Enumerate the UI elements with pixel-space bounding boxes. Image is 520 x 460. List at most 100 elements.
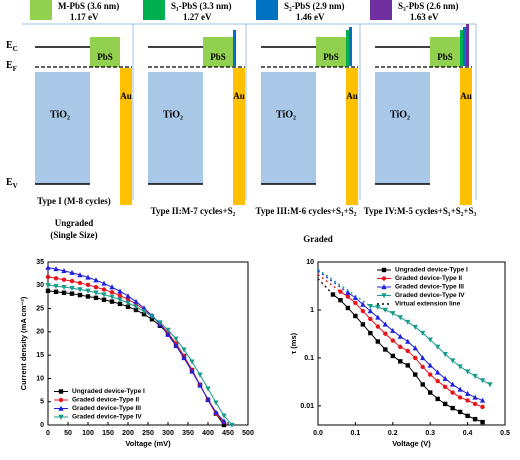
- marker: [353, 300, 358, 306]
- level-subscript: C: [13, 45, 18, 53]
- legend-label: Graded device-Type IV: [395, 292, 465, 299]
- legend-name: S₁-PbS (3.3 nm): [171, 1, 231, 11]
- x-tick-label: 0.4: [463, 430, 473, 437]
- marker: [205, 386, 211, 392]
- extension-line: [318, 270, 349, 294]
- marker: [61, 290, 67, 295]
- x-tick-label: 0.2: [388, 430, 398, 437]
- marker: [93, 290, 99, 296]
- marker: [375, 324, 381, 329]
- marker: [69, 285, 75, 291]
- marker: [53, 276, 59, 281]
- marker: [442, 351, 448, 358]
- marker: [367, 308, 373, 314]
- marker: [397, 315, 403, 321]
- marker: [109, 294, 115, 300]
- marker: [353, 313, 358, 319]
- marker: [382, 307, 388, 313]
- marker: [101, 292, 107, 298]
- shell-layer: [466, 24, 469, 66]
- x-tick-label: 250: [142, 430, 154, 437]
- marker: [428, 390, 433, 395]
- marker: [457, 364, 463, 370]
- marker: [229, 422, 235, 428]
- marker: [205, 396, 211, 402]
- marker: [197, 372, 203, 378]
- legend-marker: [58, 389, 64, 394]
- pbs-band: [316, 37, 346, 67]
- y-tick-label: 0.01: [300, 403, 314, 410]
- y-tick-label: 10: [36, 375, 44, 382]
- legend-marker: [58, 397, 64, 403]
- marker: [442, 401, 448, 407]
- marker: [61, 284, 67, 291]
- y-axis-label: τ (ms): [289, 332, 298, 354]
- x-tick-label: 450: [222, 430, 234, 437]
- level-symbol: E: [6, 40, 13, 51]
- x-tick-label: 0.5: [500, 430, 510, 437]
- marker: [368, 316, 373, 322]
- y-tick-label: 0.1: [304, 355, 314, 362]
- x-tick-label: 0.1: [351, 430, 361, 437]
- marker: [69, 291, 75, 296]
- marker: [413, 372, 418, 377]
- series-line: [332, 294, 483, 423]
- level-label: EC: [6, 40, 18, 52]
- tio2-band: [261, 72, 316, 184]
- marker: [487, 382, 493, 388]
- marker: [189, 359, 195, 365]
- pbs-band: [430, 37, 460, 67]
- marker: [77, 292, 83, 298]
- marker: [428, 372, 433, 377]
- y-axis-label: Current density (mA cm⁻²): [19, 296, 28, 390]
- marker: [213, 400, 219, 406]
- pbs-band: [90, 37, 120, 67]
- shell-layer: [349, 27, 352, 66]
- x-tick-label: 0.3: [425, 430, 435, 437]
- marker: [420, 364, 425, 370]
- legend-swatch: [30, 0, 52, 20]
- marker: [53, 289, 59, 295]
- x-tick-label: 500: [242, 430, 254, 437]
- level-subscript: F: [13, 65, 17, 73]
- marker: [117, 301, 123, 307]
- marker: [133, 304, 139, 310]
- marker: [420, 330, 426, 336]
- marker: [420, 355, 426, 361]
- marker: [427, 337, 433, 343]
- marker: [221, 422, 227, 428]
- marker: [157, 320, 163, 326]
- marker: [360, 308, 366, 314]
- tio2-label: TiO₂: [390, 109, 410, 120]
- marker: [472, 401, 478, 407]
- marker: [221, 418, 227, 424]
- marker: [450, 358, 456, 364]
- marker: [442, 375, 448, 381]
- marker: [141, 305, 147, 311]
- marker: [173, 342, 179, 349]
- marker: [345, 294, 351, 299]
- legend-energy: 1.27 eV: [183, 12, 212, 22]
- au-label: Au: [460, 91, 472, 101]
- x-tick-label: 200: [122, 430, 134, 437]
- legend-marker: [381, 284, 387, 290]
- marker: [360, 322, 366, 327]
- x-axis-label: Voltage (mV): [125, 439, 171, 448]
- marker: [457, 395, 463, 400]
- marker: [109, 299, 115, 304]
- marker: [472, 416, 478, 422]
- legend-marker: [381, 293, 387, 299]
- marker: [93, 295, 99, 301]
- group-label: (Single Size): [50, 230, 97, 240]
- tio2-label: TiO₂: [163, 109, 183, 120]
- x-tick-label: 300: [162, 430, 174, 437]
- extension-line: [318, 278, 334, 295]
- y-tick-label: 35: [36, 259, 44, 266]
- marker: [117, 297, 123, 303]
- plot-frame: [317, 261, 506, 426]
- marker: [125, 293, 131, 299]
- au-label: Au: [120, 91, 132, 101]
- marker: [457, 386, 463, 392]
- marker: [464, 390, 471, 396]
- level-symbol: E: [6, 177, 13, 188]
